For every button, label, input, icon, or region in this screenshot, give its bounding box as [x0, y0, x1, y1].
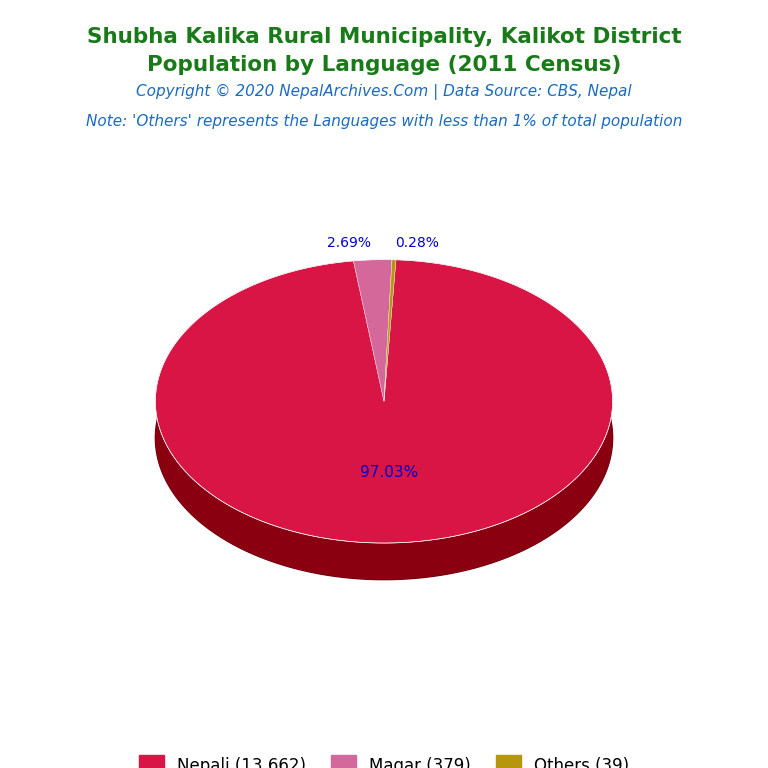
Polygon shape: [155, 296, 613, 580]
Text: Note: 'Others' represents the Languages with less than 1% of total population: Note: 'Others' represents the Languages …: [86, 114, 682, 129]
Legend: Nepali (13,662), Magar (379), Others (39): Nepali (13,662), Magar (379), Others (39…: [132, 749, 636, 768]
Polygon shape: [384, 260, 396, 402]
Polygon shape: [353, 260, 392, 297]
Text: 2.69%: 2.69%: [327, 236, 371, 250]
Polygon shape: [155, 260, 613, 580]
Text: 97.03%: 97.03%: [359, 465, 418, 480]
Text: Shubha Kalika Rural Municipality, Kalikot District: Shubha Kalika Rural Municipality, Kaliko…: [87, 27, 681, 47]
Text: 0.28%: 0.28%: [396, 236, 439, 250]
Polygon shape: [353, 260, 392, 402]
Polygon shape: [392, 260, 396, 296]
Text: Population by Language (2011 Census): Population by Language (2011 Census): [147, 55, 621, 75]
Polygon shape: [155, 260, 613, 543]
Text: Copyright © 2020 NepalArchives.Com | Data Source: CBS, Nepal: Copyright © 2020 NepalArchives.Com | Dat…: [136, 84, 632, 101]
